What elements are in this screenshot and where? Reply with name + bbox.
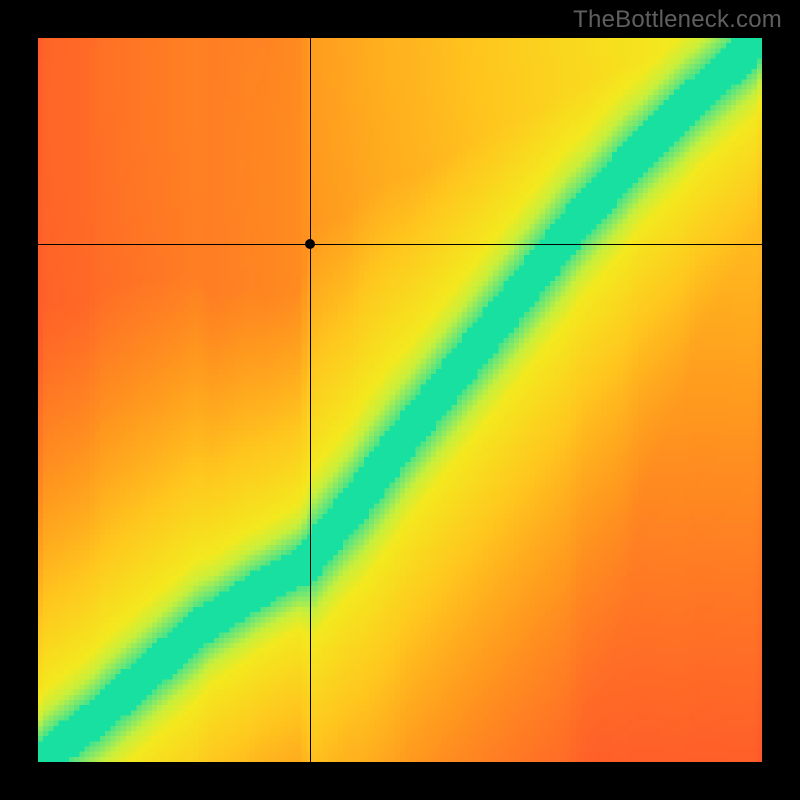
crosshair-vertical <box>310 38 311 762</box>
crosshair-horizontal <box>38 244 762 245</box>
chart-container: TheBottleneck.com <box>0 0 800 800</box>
heatmap-canvas <box>38 38 762 762</box>
watermark-text: TheBottleneck.com <box>573 6 782 34</box>
crosshair-point <box>305 239 315 249</box>
